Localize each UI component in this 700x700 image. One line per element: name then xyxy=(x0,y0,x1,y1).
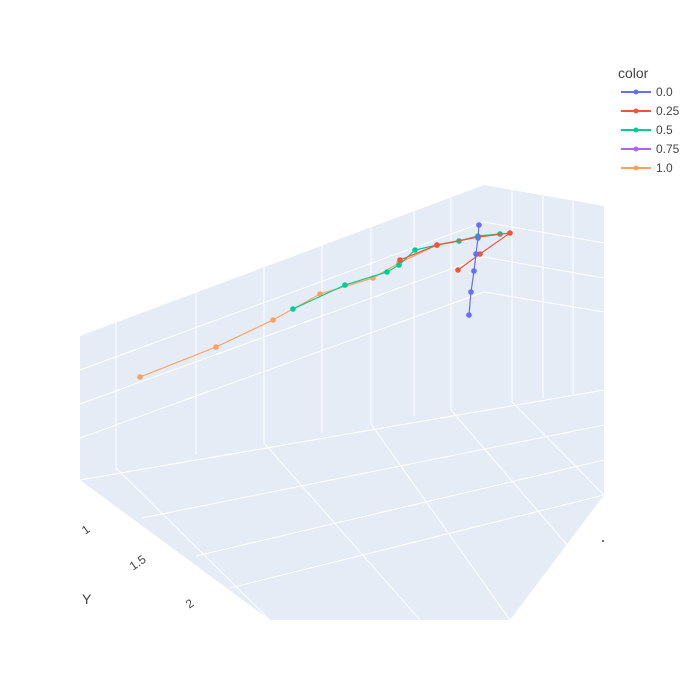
y-axis-title: Y xyxy=(82,591,92,607)
legend-item-0.75[interactable]: 0.75 xyxy=(621,142,680,156)
data-point[interactable] xyxy=(342,282,348,288)
legend-item-1.0[interactable]: 1.0 xyxy=(621,161,673,175)
scene-planes xyxy=(80,185,604,620)
legend-label: 0.0 xyxy=(656,85,673,99)
legend-item-0.25[interactable]: 0.25 xyxy=(621,104,680,118)
legend-label: 0.75 xyxy=(656,142,680,156)
series-layer xyxy=(137,222,513,380)
legend: color 0.0 0.25 0.5 0.75 1.0 xyxy=(618,65,680,175)
data-point[interactable] xyxy=(137,374,143,380)
data-point[interactable] xyxy=(270,317,276,323)
legend-label: 1.0 xyxy=(656,161,673,175)
floor-plane xyxy=(80,390,604,620)
y-tick-label: 1 xyxy=(79,522,93,537)
data-point[interactable] xyxy=(290,306,296,312)
data-point[interactable] xyxy=(477,251,483,257)
edge-tick-mark xyxy=(602,540,604,542)
data-point[interactable] xyxy=(412,247,418,253)
legend-swatch-marker xyxy=(633,146,639,152)
legend-item-0.0[interactable]: 0.0 xyxy=(621,85,673,99)
legend-label: 0.5 xyxy=(656,123,673,137)
legend-item-0.5[interactable]: 0.5 xyxy=(621,123,673,137)
legend-swatch-marker xyxy=(633,108,639,114)
data-point[interactable] xyxy=(468,289,474,295)
legend-swatch-marker xyxy=(633,89,639,95)
series-0.0 xyxy=(466,222,482,318)
legend-title: color xyxy=(618,65,649,81)
legend-label: 0.25 xyxy=(656,104,680,118)
y-tick-label: 1.5 xyxy=(127,552,149,573)
data-point[interactable] xyxy=(396,262,402,268)
data-point[interactable] xyxy=(384,269,390,275)
y-tick-label: 2 xyxy=(183,596,197,611)
data-point[interactable] xyxy=(507,230,513,236)
data-point[interactable] xyxy=(455,267,461,273)
data-point[interactable] xyxy=(471,268,477,274)
data-point[interactable] xyxy=(434,242,440,248)
data-point[interactable] xyxy=(213,344,219,350)
legend-swatch-marker xyxy=(633,165,639,171)
data-point[interactable] xyxy=(475,235,481,241)
legend-swatch-marker xyxy=(633,127,639,133)
data-point[interactable] xyxy=(473,251,479,257)
data-point[interactable] xyxy=(476,222,482,228)
data-point[interactable] xyxy=(466,312,472,318)
grid-lines xyxy=(79,190,605,621)
data-point[interactable] xyxy=(397,257,403,263)
